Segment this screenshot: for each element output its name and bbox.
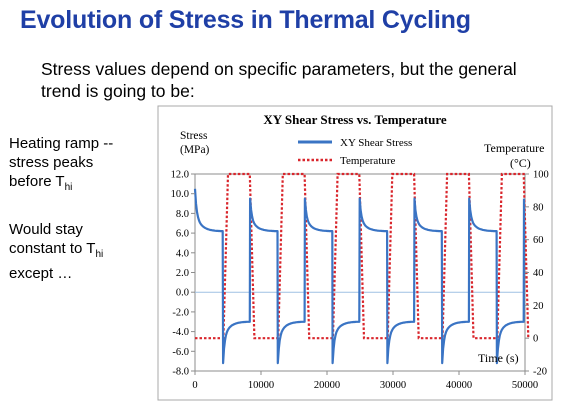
note1-line-1: Heating ramp -- [9, 135, 114, 152]
x-tick-label: 10000 [248, 380, 274, 391]
chart-title: XY Shear Stress vs. Temperature [263, 112, 447, 127]
x-tick-label: 30000 [380, 380, 406, 391]
y-tick-label: 12.0 [171, 170, 189, 181]
note1-line-3-text: before T [9, 173, 65, 190]
note1-line-2: stress peaks [9, 154, 94, 171]
y-tick-label: 0.0 [176, 288, 189, 299]
note2-line-2-text: constant to T [9, 240, 96, 257]
y2-tick-label: 100 [533, 170, 549, 181]
x-tick-label: 40000 [446, 380, 472, 391]
y-axis-label-line-1: Stress [180, 130, 208, 142]
note-heating-ramp: Heating ramp -- stress peaks before Thi [9, 134, 149, 197]
y2-tick-label: 60 [533, 235, 544, 246]
y-tick-label: -8.0 [172, 367, 189, 378]
x-axis-label: Time (s) [478, 351, 519, 365]
legend-label-stress: XY Shear Stress [340, 137, 412, 149]
y-tick-label: -2.0 [172, 307, 189, 318]
note2-line-2: constant to Thi [9, 239, 149, 264]
note2-line-1: Would stay [9, 221, 83, 238]
y-tick-label: 4.0 [176, 248, 189, 259]
note1-line-3: before Thi [9, 172, 149, 197]
y-tick-label: -6.0 [172, 347, 189, 358]
x-tick-label: 20000 [314, 380, 340, 391]
y-tick-label: 6.0 [176, 229, 189, 240]
x-tick-label: 50000 [512, 380, 538, 391]
y2-axis-label-line-2: (°C) [510, 156, 531, 170]
y2-tick-label: 40 [533, 268, 544, 279]
y2-tick-label: 80 [533, 202, 544, 213]
note-constant: Would stay constant to Thi except … [9, 220, 149, 283]
legend: XY Shear Stress Temperature [298, 137, 412, 167]
intro-line-2: trend is going to be: [41, 81, 195, 101]
y2-axis-label-line-1: Temperature [484, 141, 544, 155]
slide-title: Evolution of Stress in Thermal Cycling [20, 6, 471, 34]
intro-text: Stress values depend on specific paramet… [41, 58, 556, 102]
y2-tick-label: -20 [533, 367, 547, 378]
y-tick-label: 2.0 [176, 268, 189, 279]
y2-tick-label: 20 [533, 301, 544, 312]
note2-line-2-sub: hi [95, 249, 104, 260]
note2-line-3: except … [9, 265, 73, 282]
stress-series-line [193, 188, 526, 365]
y-tick-label: 8.0 [176, 209, 189, 220]
y-axis-label-line-2: (MPa) [180, 144, 210, 156]
x-tick-label: 0 [192, 380, 197, 391]
intro-line-1: Stress values depend on specific paramet… [41, 59, 517, 79]
temperature-series-line [195, 172, 530, 340]
note1-line-3-sub: hi [64, 182, 73, 193]
y-tick-label: 10.0 [171, 189, 189, 200]
y-tick-label: -4.0 [172, 327, 189, 338]
y2-tick-label: 0 [533, 334, 538, 345]
legend-label-temperature: Temperature [340, 155, 396, 167]
